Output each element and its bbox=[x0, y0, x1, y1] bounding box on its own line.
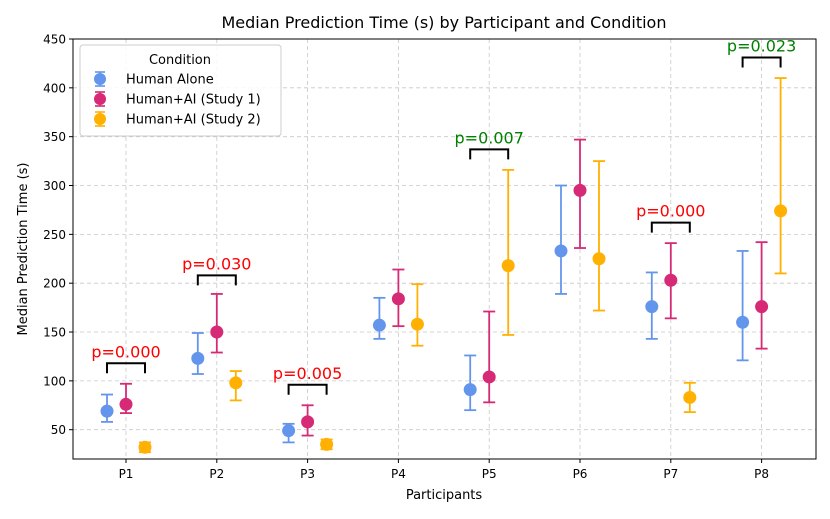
significance-bracket bbox=[287, 383, 328, 395]
legend-label: Human Alone bbox=[126, 73, 214, 88]
data-point bbox=[736, 315, 750, 329]
data-point bbox=[592, 252, 606, 266]
data-point bbox=[210, 325, 224, 339]
x-tick-label: P6 bbox=[573, 467, 588, 481]
data-point bbox=[774, 204, 788, 218]
y-tick-label: 200 bbox=[43, 277, 66, 291]
data-point bbox=[501, 259, 515, 273]
y-tick-label: 100 bbox=[43, 374, 66, 388]
data-point bbox=[463, 383, 477, 397]
x-axis-label: Participants bbox=[406, 488, 483, 503]
data-point bbox=[301, 415, 315, 429]
x-tick-label: P3 bbox=[300, 467, 315, 481]
data-point bbox=[191, 351, 205, 365]
data-point bbox=[100, 404, 114, 418]
y-tick-label: 450 bbox=[43, 33, 66, 47]
y-tick-label: 150 bbox=[43, 326, 66, 340]
data-point bbox=[372, 318, 386, 332]
x-tick-label: P8 bbox=[754, 467, 769, 481]
p-value-label: p=0.007 bbox=[455, 128, 524, 147]
axes: 50 100 150 200 250 300 350 400 450 P1 P2 P3 P4 P5 P6 P7… bbox=[43, 33, 769, 482]
legend-label: Human+AI (Study 2) bbox=[126, 113, 261, 128]
data-point bbox=[229, 376, 243, 390]
legend-box bbox=[79, 44, 282, 137]
y-tick-label: 250 bbox=[43, 228, 66, 242]
data-point bbox=[410, 317, 424, 331]
p-value-label: p=0.005 bbox=[273, 364, 342, 383]
y-axis-label: Median Prediction Time (s) bbox=[16, 163, 31, 336]
significance-bracket bbox=[650, 221, 691, 233]
data-point bbox=[482, 370, 496, 384]
legend-marker bbox=[94, 93, 106, 105]
data-series bbox=[100, 77, 788, 454]
data-point bbox=[391, 292, 405, 306]
data-point bbox=[755, 300, 769, 314]
legend-marker bbox=[94, 73, 106, 85]
x-tick-label: P1 bbox=[119, 467, 134, 481]
x-tick-label: P7 bbox=[663, 467, 678, 481]
p-value-label: p=0.000 bbox=[91, 342, 160, 361]
series-group bbox=[100, 184, 750, 444]
data-point bbox=[138, 440, 152, 454]
data-point bbox=[683, 390, 697, 404]
data-point bbox=[664, 273, 678, 287]
y-tick-label: 400 bbox=[43, 81, 66, 95]
data-point bbox=[119, 397, 133, 411]
x-tick-label: P4 bbox=[391, 467, 406, 481]
y-tick-label: 350 bbox=[43, 130, 66, 144]
significance-bracket bbox=[196, 274, 237, 286]
y-tick-label: 300 bbox=[43, 179, 66, 193]
data-point bbox=[320, 437, 334, 451]
significance-bracket bbox=[741, 56, 782, 68]
data-point bbox=[554, 244, 568, 258]
series-group bbox=[119, 138, 769, 437]
plot-frame bbox=[72, 38, 817, 460]
legend-label: Human+AI (Study 1) bbox=[126, 93, 261, 108]
significance-bracket bbox=[469, 148, 510, 160]
p-value-label: p=0.023 bbox=[727, 37, 796, 56]
data-point bbox=[573, 183, 587, 197]
series-group bbox=[138, 77, 788, 454]
data-point bbox=[645, 300, 659, 314]
significance-bracket bbox=[106, 362, 146, 374]
legend-entries: Human Alone Human+AI (Study 1) Human+AI (S… bbox=[94, 71, 261, 128]
y-tick-label: 50 bbox=[51, 423, 66, 437]
legend-title: Condition bbox=[149, 53, 211, 68]
data-point bbox=[282, 424, 296, 438]
p-value-label: p=0.000 bbox=[636, 202, 705, 221]
x-tick-label: P2 bbox=[209, 467, 224, 481]
chart-title: Median Prediction Time (s) by Participan… bbox=[222, 13, 667, 32]
legend-marker bbox=[94, 113, 106, 125]
x-tick-label: P5 bbox=[482, 467, 497, 481]
significance-brackets: p=0.000 p=0.030 p=0.005 p=0.007 p=0.000 p=0.0… bbox=[91, 37, 796, 395]
p-value-label: p=0.030 bbox=[182, 254, 251, 273]
